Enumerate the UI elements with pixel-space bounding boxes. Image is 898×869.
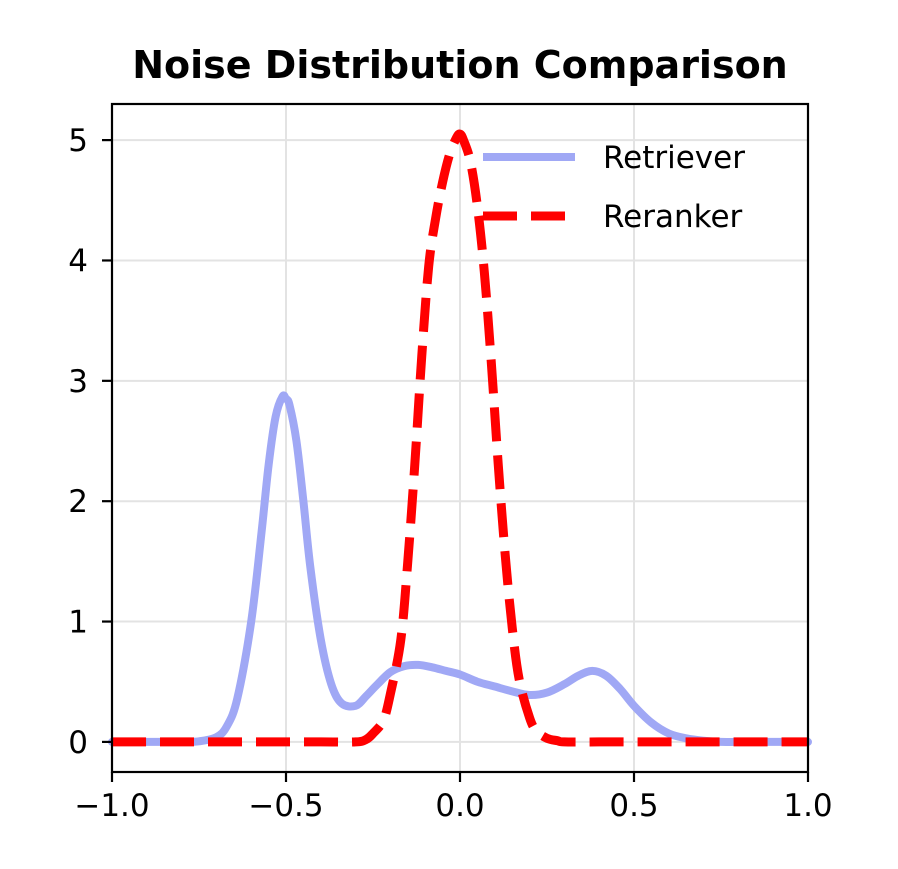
y-tick-label: 0 — [68, 725, 88, 761]
x-tick-label: 0.0 — [435, 788, 484, 824]
series-lines — [108, 129, 812, 747]
y-tick-label: 1 — [68, 605, 88, 641]
legend-label-reranker: Reranker — [603, 199, 743, 235]
y-tick-label: 5 — [68, 123, 88, 159]
y-axis: 0 1 2 3 4 5 — [68, 123, 112, 761]
y-tick-label: 4 — [68, 243, 88, 279]
series-line-reranker — [111, 129, 808, 747]
y-tick-label: 2 — [68, 484, 88, 520]
legend: Retriever Reranker — [483, 140, 745, 235]
x-tick-label: 0.5 — [609, 788, 658, 824]
series-line-retriever — [108, 391, 812, 746]
y-tick-label: 3 — [68, 364, 88, 400]
x-tick-label: 1.0 — [783, 788, 832, 824]
chart-title: Noise Distribution Comparison — [132, 43, 787, 87]
x-axis: −1.0 −0.5 0.0 0.5 1.0 — [74, 772, 833, 824]
legend-label-retriever: Retriever — [603, 140, 745, 176]
x-tick-label: −1.0 — [74, 788, 149, 824]
x-tick-label: −0.5 — [248, 788, 323, 824]
